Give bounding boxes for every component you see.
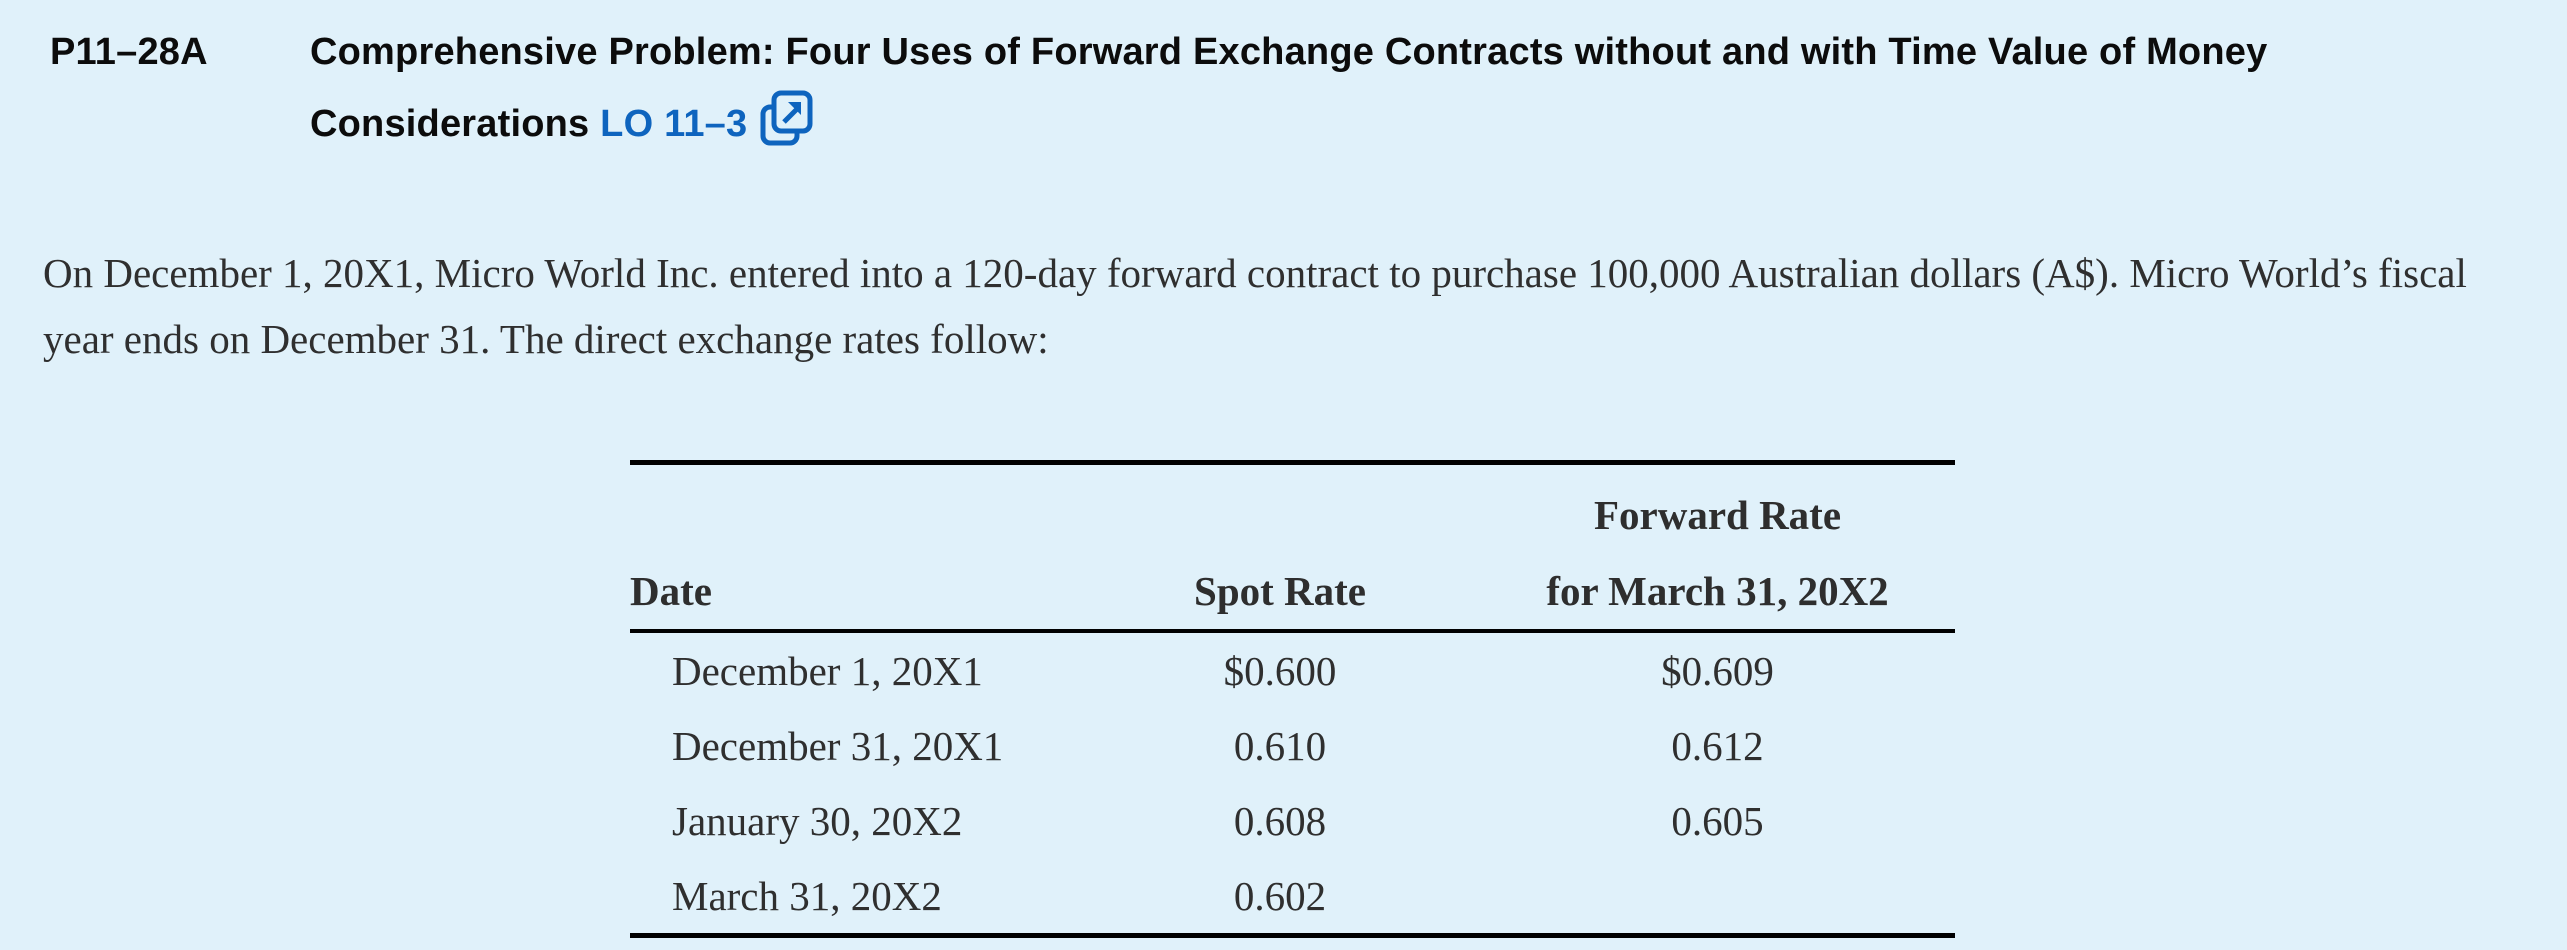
cell-date: January 30, 20X2 — [672, 797, 963, 844]
header-date: Date — [630, 568, 712, 614]
exchange-rates-table: Forward Rate Date Spot Rate for March 31… — [630, 460, 1955, 938]
cell-forward-rate: $0.609 — [1661, 647, 1774, 694]
header-spot-rate: Spot Rate — [1194, 568, 1366, 614]
table-row: December 1, 20X1 $0.600 $0.609 — [630, 631, 1955, 708]
cell-spot-rate: 0.608 — [1233, 797, 1327, 844]
lo-link[interactable]: LO 11–3 — [600, 90, 813, 146]
cell-forward-rate: 0.605 — [1671, 797, 1764, 844]
table-header: Forward Rate Date Spot Rate for March 31… — [630, 463, 1955, 631]
problem-header: P11–28A Comprehensive Problem: Four Uses… — [0, 0, 2567, 172]
exchange-rates-table-wrap: Forward Rate Date Spot Rate for March 31… — [630, 460, 2567, 938]
cell-date: December 1, 20X1 — [672, 647, 983, 694]
problem-title-text: Comprehensive Problem: Four Uses of Forw… — [310, 31, 2268, 145]
cell-date: December 31, 20X1 — [672, 722, 1004, 769]
table-header-row-bottom: Date Spot Rate for March 31, 20X2 — [630, 545, 1955, 631]
table-header-row-top: Forward Rate — [630, 463, 1955, 546]
cell-date: March 31, 20X2 — [672, 872, 942, 919]
table-row: December 31, 20X1 0.610 0.612 — [630, 708, 1955, 783]
table-row: March 31, 20X2 0.602 — [630, 858, 1955, 936]
cell-spot-rate: 0.610 — [1233, 722, 1327, 769]
problem-number: P11–28A — [50, 31, 208, 73]
lo-link-label[interactable]: LO 11–3 — [600, 103, 748, 145]
cell-forward-rate — [1480, 858, 1955, 936]
cell-spot-rate: 0.602 — [1233, 872, 1327, 919]
header-spacer — [1080, 463, 1480, 546]
cell-forward-rate: 0.612 — [1671, 722, 1764, 769]
cell-spot-rate: $0.600 — [1223, 647, 1337, 694]
problem-paragraph: On December 1, 20X1, Micro World Inc. en… — [43, 250, 2467, 362]
table-row: January 30, 20X2 0.608 0.605 — [630, 783, 1955, 858]
header-spacer — [630, 463, 1080, 546]
header-forward-rate-line2: for March 31, 20X2 — [1546, 568, 1889, 614]
problem-title: Comprehensive Problem: Four Uses of Forw… — [310, 16, 2370, 172]
header-forward-rate-line1: Forward Rate — [1593, 492, 1842, 538]
external-link-icon[interactable] — [759, 90, 813, 172]
